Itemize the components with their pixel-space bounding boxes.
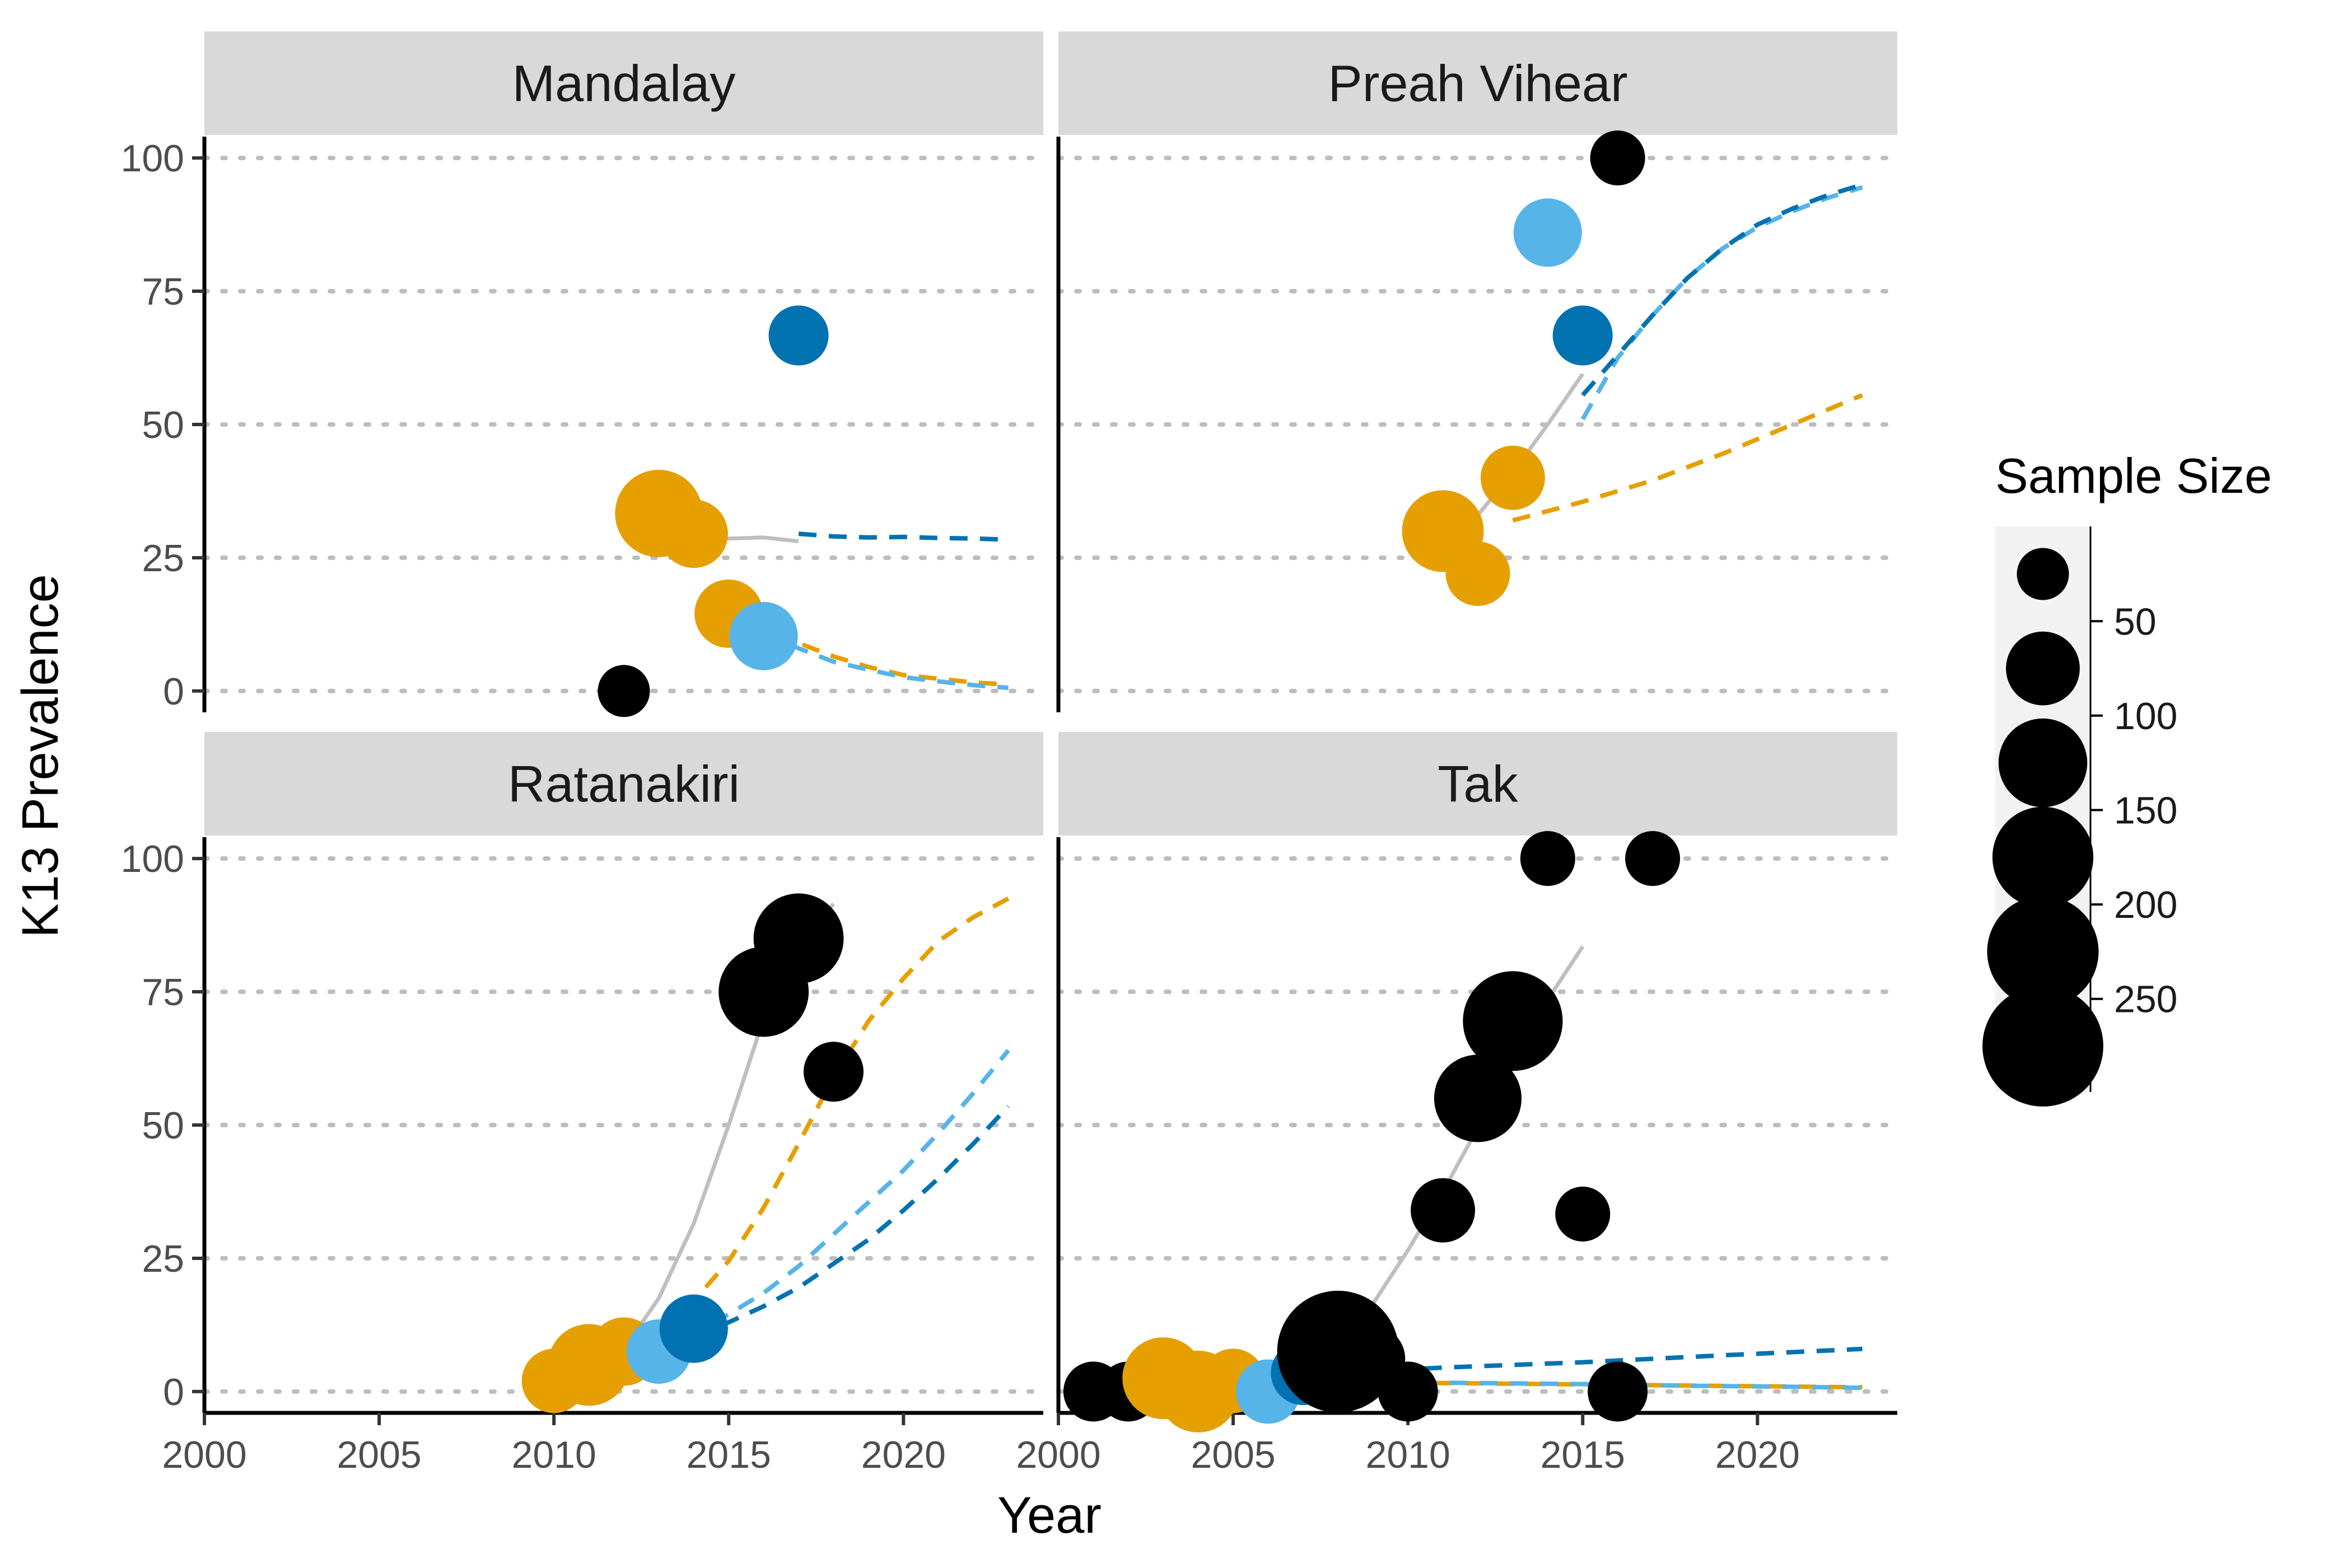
- panel-strip: [1058, 732, 1897, 836]
- legend-key: [1987, 895, 2099, 1007]
- panel-title: Tak: [1438, 756, 1518, 813]
- data-point: [768, 305, 829, 366]
- y-tick-label: 100: [121, 137, 184, 180]
- data-point: [1463, 971, 1563, 1071]
- legend-label: 150: [2114, 790, 2177, 832]
- data-point: [598, 665, 650, 717]
- legend-label: 100: [2114, 695, 2177, 738]
- y-tick-label: 75: [142, 971, 184, 1014]
- panel-title: Mandalay: [512, 55, 736, 113]
- x-tick-label: 2010: [1366, 1434, 1450, 1476]
- data-point: [1588, 1361, 1648, 1422]
- series-line-skyblue: [1580, 185, 1863, 421]
- legend-keys: [1982, 548, 2103, 1107]
- data-point: [1625, 831, 1681, 886]
- legend-key: [1992, 806, 2094, 908]
- data-point: [659, 1294, 728, 1363]
- data-point: [1590, 130, 1645, 186]
- data-point: [1445, 542, 1510, 606]
- panels: Mandalay 0 25 50 75 100 Preah Vihear Ratanakiri…: [121, 31, 1900, 1476]
- x-tick-label: 2000: [1016, 1434, 1100, 1476]
- series-line-orange: [1163, 1378, 1863, 1390]
- series-line-orange: [727, 590, 1009, 687]
- y-tick-label: 75: [142, 270, 184, 313]
- legend-label: 200: [2114, 884, 2177, 926]
- legend-label: 50: [2114, 600, 2157, 643]
- data-point: [1513, 198, 1582, 267]
- data-point: [1555, 1186, 1611, 1242]
- series-line-skyblue: [763, 630, 1009, 690]
- series-line-orange: [1512, 393, 1864, 523]
- panel-title: Preah Vihear: [1328, 55, 1627, 113]
- x-tick-label: 2020: [861, 1434, 946, 1476]
- data-point: [1552, 305, 1613, 366]
- legend-key: [2006, 631, 2080, 706]
- data-point: [1378, 1361, 1438, 1422]
- panel-tak: Tak 2000 2005 2010 2015 2020: [1016, 732, 1900, 1476]
- data-point: [729, 601, 798, 670]
- legend-key: [1982, 986, 2103, 1107]
- y-tick-label: 0: [163, 670, 184, 713]
- x-tick-label: 2005: [1191, 1434, 1275, 1476]
- data-point: [1520, 831, 1575, 886]
- y-tick-label: 25: [142, 1238, 184, 1280]
- series-line-blue: [693, 1104, 1010, 1338]
- data-point: [753, 893, 844, 984]
- x-tick-label: 2005: [337, 1434, 421, 1476]
- y-tick-label: 100: [121, 838, 184, 880]
- x-tick-label: 2020: [1715, 1434, 1800, 1476]
- series-line-blue: [1581, 182, 1863, 397]
- panel-title: Ratanakiri: [508, 756, 740, 813]
- x-tick-label: 2015: [687, 1434, 771, 1476]
- panel-strip: [1058, 31, 1897, 135]
- data-point: [1480, 445, 1545, 510]
- panel-ratanakiri: Ratanakiri 0 25 50 75 100 2000 2005 2010 2015 2020: [121, 732, 1046, 1476]
- panel-mandalay: Mandalay 0 25 50 75 100: [121, 31, 1046, 717]
- y-tick-label: 50: [142, 1104, 184, 1147]
- y-tick-label: 0: [163, 1371, 184, 1413]
- series-line-orange: [553, 896, 1010, 1384]
- legend-label: 250: [2114, 978, 2177, 1021]
- y-tick-label: 50: [142, 404, 184, 446]
- x-tick-label: 2000: [162, 1434, 246, 1476]
- y-tick-label: 25: [142, 537, 184, 580]
- data-point: [1434, 1054, 1522, 1142]
- legend-title: Sample Size: [1995, 448, 2272, 503]
- x-tick-label: 2015: [1541, 1434, 1625, 1476]
- legend-ticks: 50 100 150 200 250: [2090, 600, 2177, 1021]
- panel-strip: [204, 31, 1043, 135]
- series-line-blue: [798, 531, 1009, 542]
- legend: Sample Size 50 100 150 200 250: [1982, 448, 2272, 1107]
- x-tick-label: 2010: [512, 1434, 596, 1476]
- legend-key: [2017, 548, 2069, 600]
- data-point: [1411, 1178, 1476, 1243]
- panel-strip: [204, 732, 1043, 836]
- data-point: [659, 500, 728, 568]
- panel-preah-vihear: Preah Vihear: [1056, 31, 1900, 712]
- data-point: [803, 1042, 864, 1102]
- x-axis-title: Year: [997, 1487, 1102, 1544]
- y-axis-title: K13 Prevalence: [12, 574, 69, 938]
- legend-key: [1998, 718, 2088, 808]
